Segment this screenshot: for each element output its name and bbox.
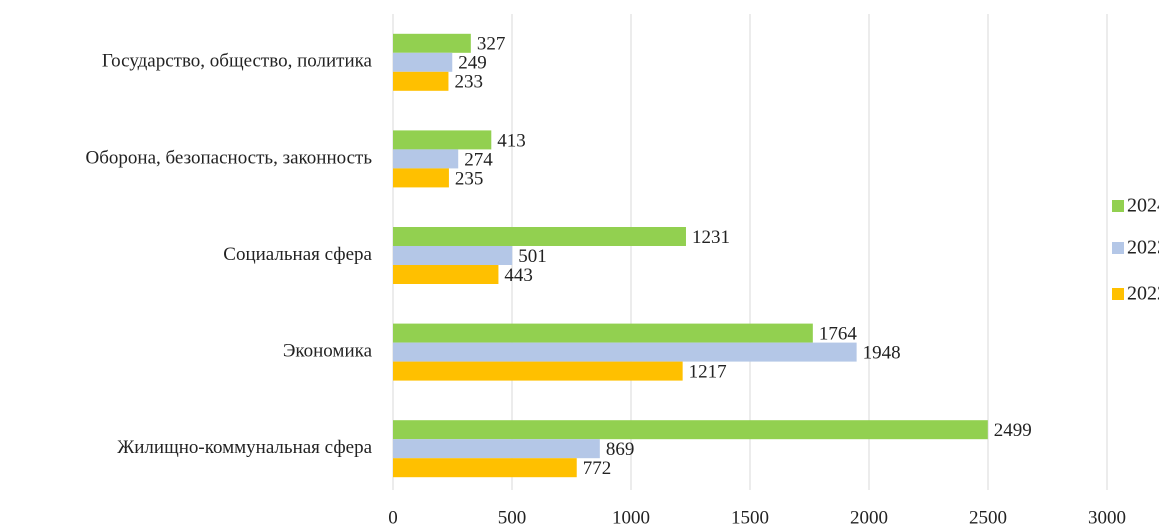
data-label: 2499 — [994, 420, 1032, 441]
x-tick-label: 2500 — [969, 507, 1007, 528]
x-tick-label: 2000 — [850, 507, 888, 528]
bar — [393, 227, 686, 246]
x-tick-label: 1000 — [612, 507, 650, 528]
bar — [393, 420, 988, 440]
x-tick-label: 0 — [388, 507, 398, 528]
data-label: 443 — [504, 265, 532, 286]
bar — [393, 361, 683, 381]
y-tick-label: Оборона, безопасность, законность — [86, 147, 373, 168]
data-label: 869 — [606, 439, 635, 460]
y-tick-label: Жилищно-коммунальная сфера — [117, 437, 372, 458]
y-tick-label: Государство, общество, политика — [102, 51, 373, 72]
y-tick-label: Социальная сфера — [223, 244, 372, 265]
x-tick-label: 1500 — [731, 507, 769, 528]
data-label: 501 — [518, 246, 547, 267]
x-tick-label: 3000 — [1088, 507, 1126, 528]
data-label: 249 — [458, 53, 487, 74]
data-label: 327 — [477, 34, 506, 55]
legend-swatch — [1112, 288, 1124, 300]
data-label: 1948 — [863, 342, 901, 363]
bar — [393, 168, 449, 188]
bar — [393, 130, 492, 150]
bar — [393, 246, 513, 265]
bar — [393, 149, 459, 169]
x-tick-label: 500 — [498, 507, 527, 528]
y-tick-label: Экономика — [283, 340, 373, 361]
data-label: 1231 — [692, 227, 730, 248]
bar — [393, 323, 813, 343]
data-label: 274 — [464, 149, 493, 170]
bar — [393, 458, 577, 478]
data-label: 233 — [454, 72, 483, 93]
legend-label: 2024 — [1127, 195, 1159, 217]
bar — [393, 265, 499, 284]
bar — [393, 439, 600, 459]
data-label: 235 — [455, 168, 484, 189]
legend-label: 2023 — [1127, 237, 1159, 259]
legend-swatch — [1112, 200, 1124, 212]
data-label: 413 — [497, 130, 526, 151]
data-label: 1764 — [819, 323, 858, 344]
bar — [393, 52, 453, 72]
bar — [393, 33, 471, 53]
data-label: 1217 — [689, 361, 727, 382]
data-label: 772 — [583, 458, 612, 479]
bar — [393, 342, 857, 362]
bar — [393, 71, 449, 91]
legend-swatch — [1112, 242, 1124, 254]
